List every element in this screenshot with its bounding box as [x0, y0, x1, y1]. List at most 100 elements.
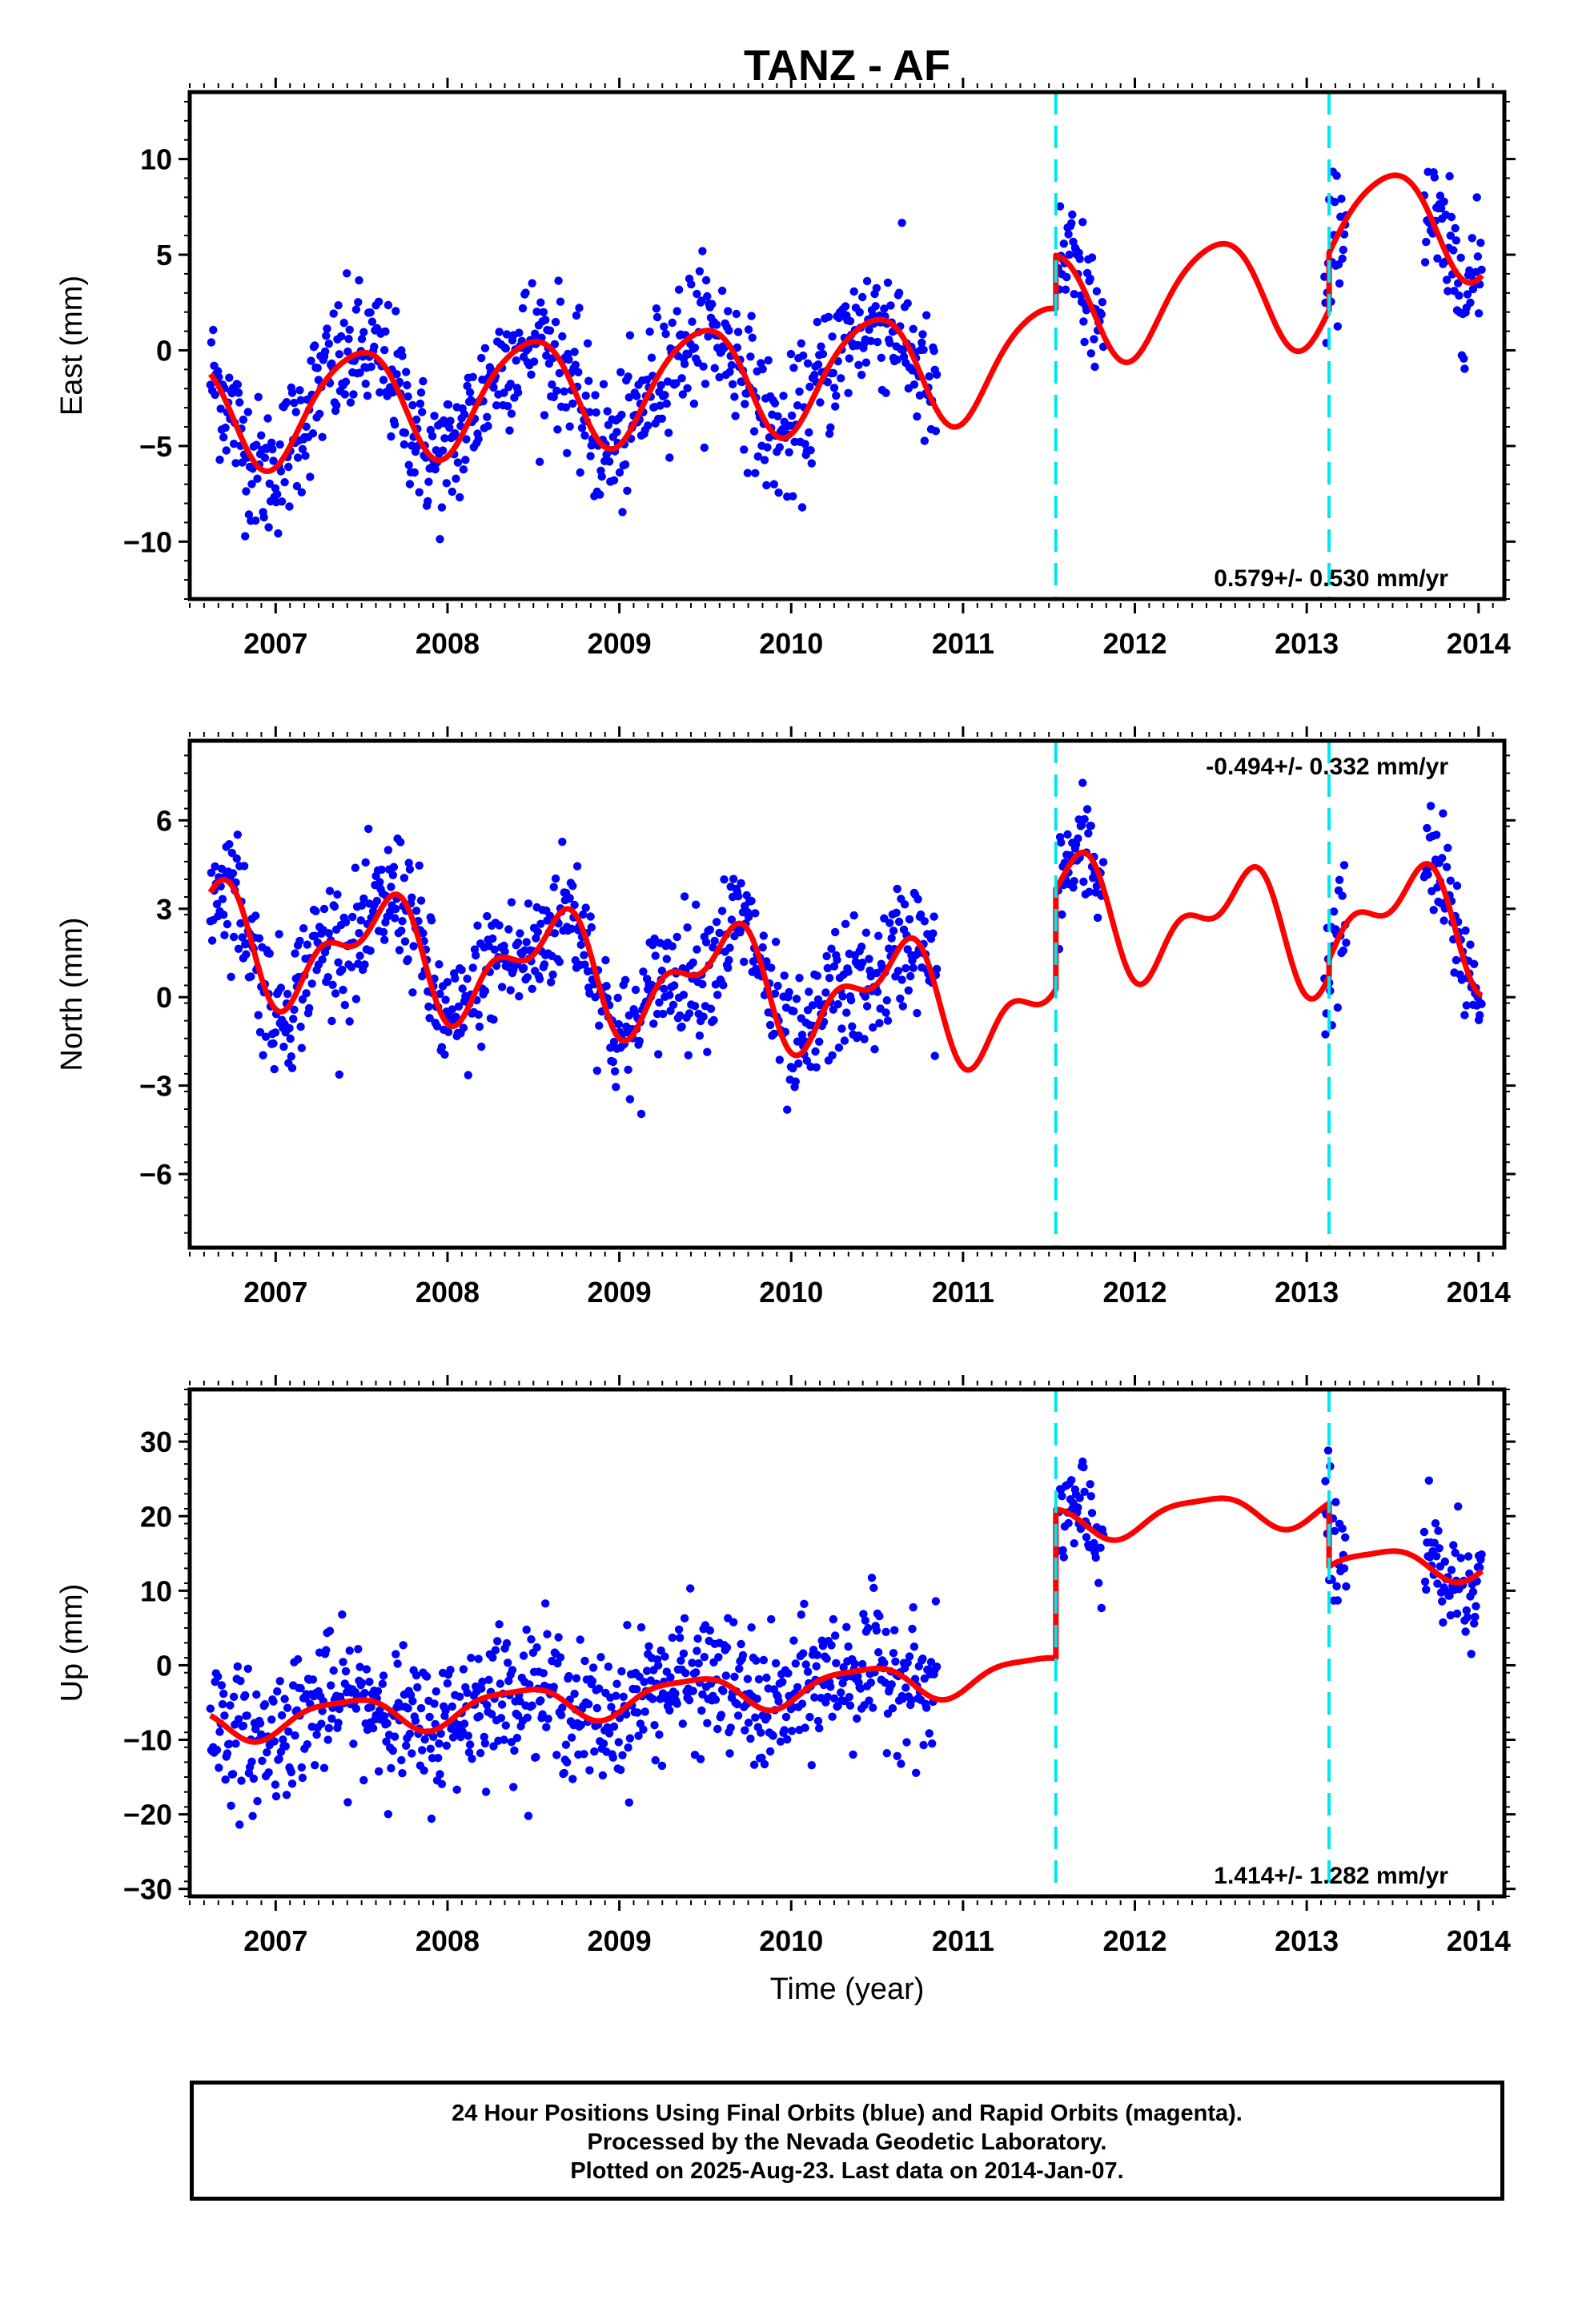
data-point	[372, 896, 381, 906]
data-point	[846, 995, 856, 1005]
data-point	[298, 1773, 307, 1783]
data-point	[825, 429, 834, 438]
data-point	[763, 443, 772, 452]
data-point	[496, 1679, 504, 1688]
data-point	[349, 390, 358, 399]
data-point	[532, 1752, 540, 1762]
data-point	[1445, 1591, 1454, 1600]
data-point	[577, 424, 587, 432]
data-point	[660, 984, 669, 994]
data-point	[1452, 1609, 1462, 1618]
data-point	[440, 434, 449, 443]
data-point	[1463, 1613, 1472, 1622]
data-point	[1331, 198, 1339, 207]
data-point	[509, 1783, 518, 1791]
data-point	[334, 1719, 343, 1727]
data-point	[1096, 1543, 1105, 1552]
data-point	[797, 503, 807, 512]
data-point	[636, 1622, 646, 1632]
data-point	[207, 338, 216, 347]
data-point	[234, 388, 243, 397]
data-point	[762, 957, 771, 966]
data-point	[351, 995, 361, 1003]
data-point	[269, 456, 278, 465]
data-point	[305, 1003, 314, 1013]
data-point	[731, 412, 740, 420]
data-point	[397, 1755, 406, 1765]
data-point	[789, 492, 797, 501]
data-point	[253, 474, 262, 483]
data-point	[680, 1614, 689, 1623]
data-point	[674, 285, 684, 294]
data-point	[327, 1016, 336, 1026]
data-point	[903, 945, 912, 954]
data-point	[528, 1701, 536, 1710]
data-point	[311, 341, 319, 350]
data-point	[489, 1015, 498, 1024]
data-point	[551, 874, 560, 883]
data-point	[864, 1623, 873, 1633]
data-point	[773, 412, 782, 420]
data-point	[381, 327, 390, 336]
data-point	[1455, 291, 1464, 300]
data-point	[442, 479, 451, 488]
x-tick-label: 2008	[416, 1276, 480, 1309]
data-point	[346, 398, 355, 407]
data-point	[215, 455, 224, 464]
data-point	[398, 1769, 407, 1778]
data-point	[769, 480, 778, 489]
data-point	[302, 422, 311, 431]
data-point	[415, 861, 424, 870]
data-point	[737, 879, 745, 888]
data-point	[345, 325, 354, 334]
data-point	[1332, 1582, 1341, 1591]
data-point	[609, 1037, 619, 1047]
data-point	[570, 900, 579, 910]
data-point	[563, 448, 572, 457]
data-point	[1419, 1527, 1429, 1537]
data-point	[491, 1646, 500, 1655]
data-point	[699, 362, 708, 371]
data-point	[1472, 193, 1481, 202]
data-point	[1090, 335, 1098, 344]
data-point	[725, 943, 734, 952]
data-point	[477, 1684, 486, 1693]
data-point	[623, 486, 632, 495]
data-point	[604, 1663, 613, 1671]
data-point	[1442, 862, 1452, 871]
y-tick-label: 30	[140, 1425, 172, 1458]
data-point	[741, 1726, 749, 1735]
data-point	[286, 1034, 295, 1043]
data-point	[1466, 940, 1475, 949]
data-point	[816, 398, 825, 407]
data-point	[743, 1675, 753, 1683]
data-point	[792, 995, 801, 1003]
x-tick-label: 2013	[1275, 1924, 1339, 1957]
data-point	[708, 300, 717, 308]
data-point	[678, 390, 687, 399]
data-point	[897, 219, 906, 227]
data-point	[243, 1711, 251, 1720]
data-point	[334, 958, 343, 967]
data-point	[1440, 1557, 1450, 1566]
data-point	[399, 1641, 408, 1650]
x-tick-label: 2010	[759, 1276, 823, 1309]
data-point	[255, 1719, 265, 1728]
data-point	[248, 1811, 257, 1820]
data-point	[689, 1687, 697, 1695]
data-point	[296, 1683, 305, 1693]
data-point	[360, 960, 369, 969]
data-point	[418, 408, 427, 416]
data-point	[882, 1749, 892, 1758]
data-point	[318, 955, 327, 964]
y-axis-label: Up (mm)	[55, 1584, 89, 1703]
data-point	[926, 1658, 936, 1667]
data-point	[920, 436, 930, 445]
data-point	[560, 387, 568, 396]
data-point	[525, 1680, 534, 1689]
data-point	[540, 411, 549, 420]
data-point	[408, 893, 416, 903]
data-point	[624, 393, 633, 402]
data-point	[575, 304, 584, 312]
data-point	[665, 453, 674, 462]
